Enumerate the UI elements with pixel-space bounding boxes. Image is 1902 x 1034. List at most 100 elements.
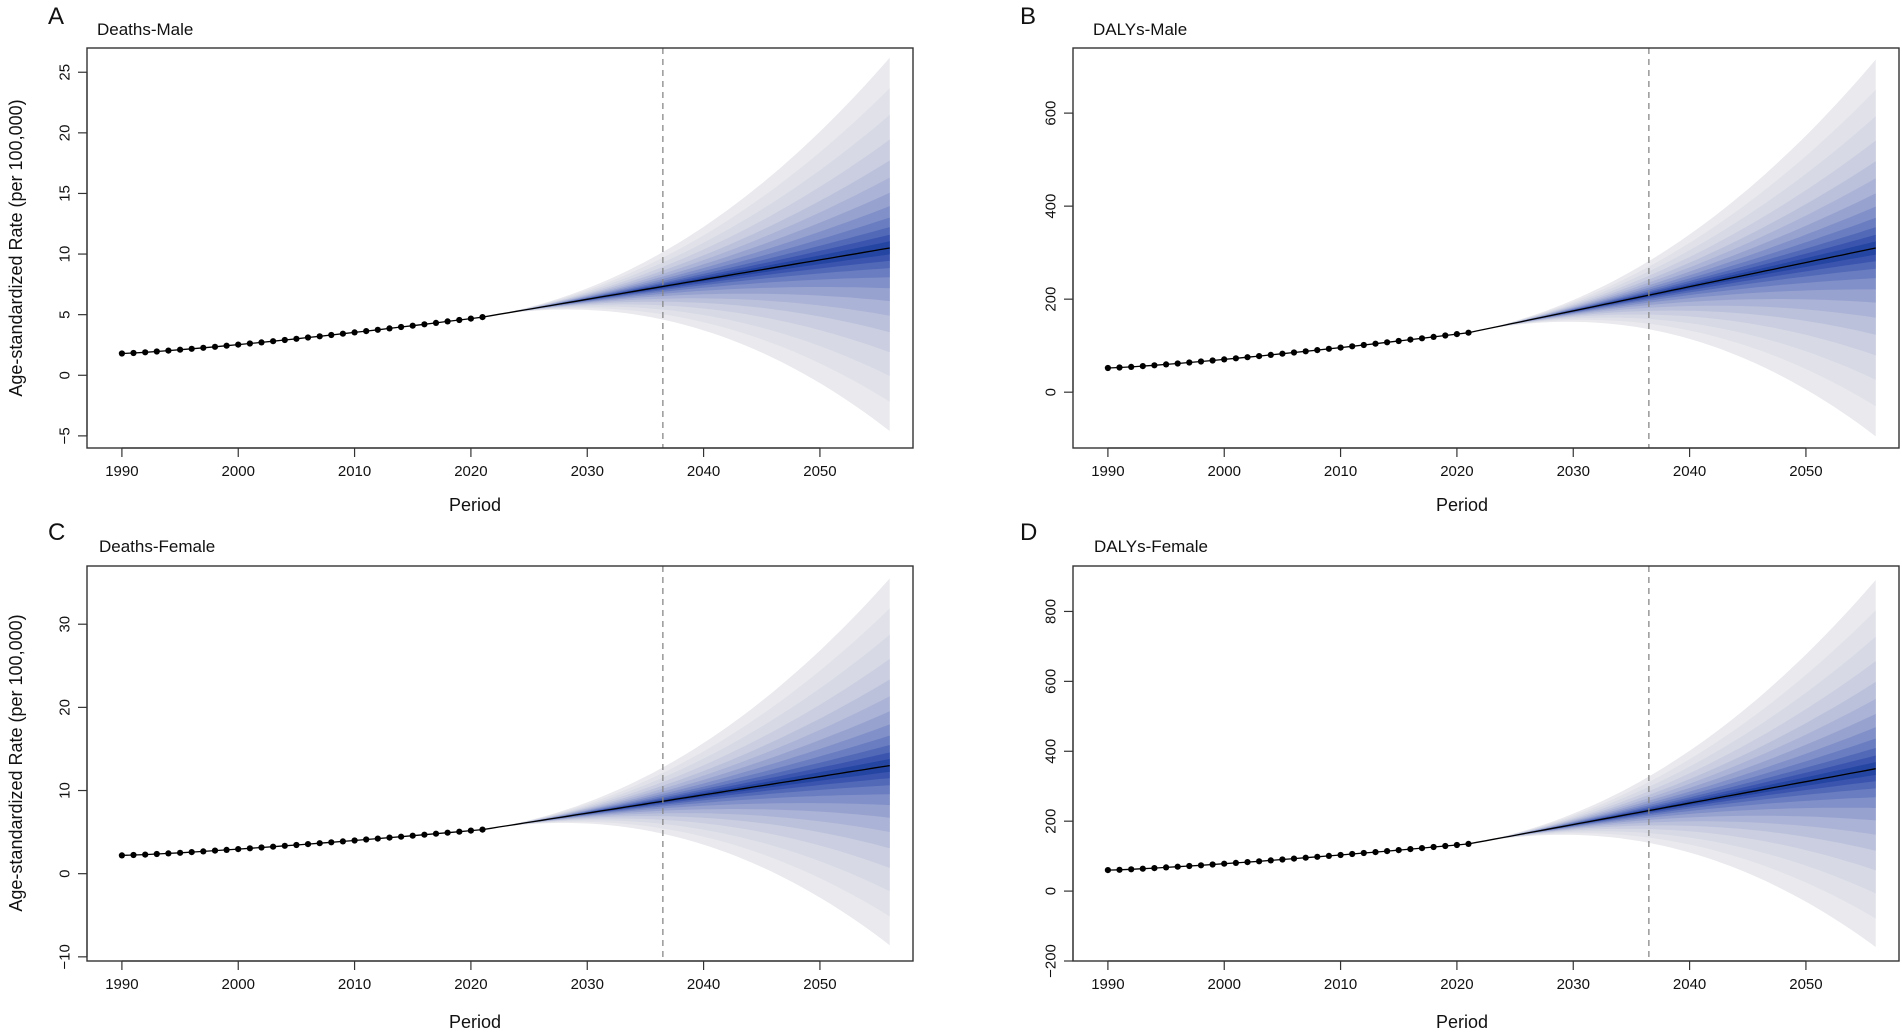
- x-tick-label: 1990: [105, 976, 138, 993]
- observed-point: [374, 835, 381, 842]
- x-tick-label: 2000: [222, 976, 255, 993]
- observed-point: [351, 837, 358, 844]
- x-tick-label: 2030: [571, 976, 604, 993]
- panel-title: Deaths-Male: [97, 20, 193, 39]
- plot-frame: [1072, 47, 1900, 449]
- observed-point: [188, 849, 195, 856]
- x-tick-label: 2040: [1673, 976, 1706, 993]
- observed-point: [1267, 351, 1274, 358]
- observed-point: [223, 846, 230, 854]
- observed-point: [1116, 364, 1123, 371]
- observed-point: [339, 838, 346, 845]
- observed-point: [153, 348, 160, 355]
- observed-point: [1407, 336, 1414, 343]
- x-tick-label: 2000: [1208, 976, 1241, 993]
- y-tick-label: 0: [57, 870, 74, 878]
- observed-point: [1407, 846, 1414, 853]
- observed-point: [1384, 848, 1391, 855]
- projection-median-line: [1468, 768, 1876, 845]
- x-tick-label: 2040: [1673, 463, 1706, 480]
- observed-point: [1186, 359, 1193, 366]
- panel-letter: D: [1020, 519, 1037, 546]
- y-tick-label: 0: [1043, 887, 1060, 895]
- observed-point: [1360, 849, 1367, 857]
- observed-point: [1256, 858, 1263, 865]
- observed-point: [398, 323, 405, 331]
- observed-point: [1116, 866, 1123, 873]
- observed-point: [456, 828, 463, 835]
- observed-point: [258, 844, 265, 851]
- observed-point: [211, 847, 219, 854]
- projection-median-line: [482, 247, 890, 318]
- x-tick-label: 2030: [571, 463, 604, 480]
- observed-point: [1349, 850, 1356, 858]
- observed-point: [432, 830, 440, 837]
- observed-line: [1107, 332, 1469, 369]
- observed-point: [1302, 348, 1309, 355]
- observed-point: [1384, 339, 1391, 346]
- observed-point: [398, 833, 405, 840]
- plot-area: 1990 2000 2010 2020 2030 2040 2050 −5 0 5 10 15 20 25: [57, 48, 890, 480]
- y-tick-label: 200: [1043, 287, 1060, 312]
- observed-point: [1372, 340, 1379, 347]
- observed-line: [1107, 843, 1469, 871]
- observed-point: [1174, 360, 1181, 367]
- y-tick-label: 20: [57, 699, 74, 716]
- observed-point: [1314, 853, 1321, 860]
- observed-point: [1186, 862, 1193, 870]
- observed-point: [1163, 864, 1170, 871]
- observed-point: [1128, 866, 1135, 873]
- plot-area: 1990 2000 2010 2020 2030 2040 2050 −200 0 200 400 6…: [1043, 566, 1876, 993]
- observed-point: [1453, 841, 1460, 849]
- observed-point: [1151, 362, 1158, 369]
- y-axis: −5 0 5 10 15 20 25: [57, 64, 88, 444]
- observed-point: [211, 343, 219, 350]
- observed-point: [1349, 343, 1356, 350]
- x-tick-label: 1990: [1091, 463, 1124, 480]
- observed-point: [1209, 357, 1216, 364]
- x-tick-label: 2040: [687, 463, 720, 480]
- x-tick-label: 2030: [1557, 463, 1590, 480]
- panel-c-deaths-female: C Deaths-Female 1990 2000 2010 2020 2030 2040…: [6, 519, 914, 1032]
- x-tick-label: 2010: [338, 463, 371, 480]
- x-tick-label: 2020: [1440, 976, 1473, 993]
- observed-point: [270, 843, 277, 850]
- panel-title: Deaths-Female: [99, 537, 215, 556]
- observed-point: [1337, 344, 1344, 351]
- observed-point: [1465, 840, 1472, 848]
- observed-point: [421, 831, 428, 838]
- panel-letter: A: [48, 3, 64, 30]
- observed-point: [130, 851, 137, 859]
- observed-point: [1290, 349, 1298, 356]
- x-axis: 1990 2000 2010 2020 2030 2040 2050: [105, 447, 837, 480]
- plot-frame: [86, 47, 914, 449]
- panel-d-dalys-female: D DALYs-Female 1990 2000 2010 2020 2030 2040 2…: [1020, 519, 1900, 1032]
- projection-median-line: [1468, 247, 1876, 334]
- x-tick-label: 2050: [1789, 463, 1822, 480]
- observed-point: [328, 331, 335, 339]
- observed-point: [421, 321, 428, 328]
- y-tick-label: 200: [1043, 809, 1060, 834]
- observed-point: [281, 842, 288, 849]
- observed-point: [1418, 845, 1426, 852]
- plot-frame: [1072, 565, 1900, 962]
- x-axis: 1990 2000 2010 2020 2030 2040 2050: [1091, 960, 1823, 993]
- x-tick-label: 2050: [1789, 976, 1822, 993]
- observed-point: [409, 322, 416, 329]
- y-axis-title: Age-standardized Rate (per 100,000): [6, 99, 26, 396]
- y-tick-label: 400: [1043, 194, 1060, 219]
- observed-point: [1197, 862, 1205, 869]
- x-tick-label: 2020: [1440, 463, 1473, 480]
- plot-frame: [86, 565, 914, 962]
- observed-point: [363, 328, 370, 335]
- x-axis-title: Period: [449, 495, 501, 515]
- observed-point: [351, 329, 358, 336]
- observed-point: [374, 326, 381, 333]
- y-tick-label: 600: [1043, 669, 1060, 694]
- observed-point: [153, 850, 160, 858]
- x-tick-label: 2000: [222, 463, 255, 480]
- observed-point: [386, 834, 393, 841]
- observed-point: [1256, 353, 1263, 360]
- observed-point: [246, 845, 253, 852]
